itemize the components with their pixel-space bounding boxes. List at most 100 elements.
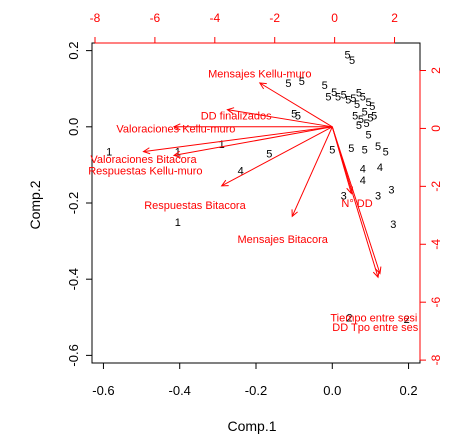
y-tick-label: 0.2 [66, 42, 81, 60]
loading-arrowhead [172, 123, 181, 131]
loading-arrowhead [226, 107, 235, 115]
right-tick-label: 0 [429, 125, 443, 132]
loading-labels: Mensajes Kellu-muro DD finalizados Valorac… [88, 68, 419, 333]
x-tick-label: 0.2 [400, 383, 418, 398]
observation-point: 4 [360, 164, 366, 176]
loading-arrowhead [258, 82, 267, 90]
observation-point: 5 [375, 141, 381, 153]
top-tick-label: 2 [391, 11, 398, 25]
loading-arrow [227, 109, 333, 128]
observation-point: 5 [371, 110, 377, 122]
top-tick-label: -8 [90, 11, 101, 25]
loading-arrowhead [374, 266, 382, 275]
loading-arrowhead [172, 150, 181, 158]
loading-arrow [173, 126, 333, 156]
x-axis-title: Comp.1 [227, 418, 276, 434]
top-tick-label: -6 [150, 11, 161, 25]
observation-point: 5 [266, 148, 272, 160]
observation-point: 2 [346, 312, 352, 324]
loading-label: Mensajes Kellu-muro [208, 68, 311, 80]
observation-point: 1 [106, 147, 112, 159]
observation-point: 5 [354, 99, 360, 111]
y-axis-left: -0.6 -0.4 -0.2 0.0 0.2 [66, 42, 92, 367]
observation-point: 5 [364, 118, 370, 130]
loading-arrow [331, 126, 381, 274]
observation-point: 2 [404, 314, 410, 326]
observation-point: 3 [375, 190, 381, 202]
right-tick-label: 2 [429, 67, 443, 74]
right-tick-label: -8 [429, 354, 443, 365]
y-axis-right: -8 -6 -4 -2 0 2 [419, 67, 443, 365]
observation-point: 5 [325, 91, 331, 103]
observation-point: 3 [341, 190, 347, 202]
loading-arrows [142, 82, 382, 279]
observation-point: 3 [388, 185, 394, 197]
observation-point: 5 [329, 145, 335, 157]
observation-point: 5 [322, 80, 328, 92]
right-tick-label: -2 [429, 181, 443, 192]
observation-point: 5 [348, 143, 354, 155]
loading-label: Respuestas Kellu-muro [88, 166, 202, 178]
right-tick-label: -6 [429, 297, 443, 308]
observation-point: 5 [331, 87, 337, 99]
x-tick-label: -0.6 [92, 383, 114, 398]
top-tick-label: -4 [209, 11, 220, 25]
observation-point: 5 [383, 147, 389, 159]
observation-point: 5 [345, 94, 351, 106]
observation-point: 5 [299, 76, 305, 88]
top-tick-label: -2 [269, 11, 280, 25]
loading-arrow [291, 126, 333, 217]
observation-point: 5 [352, 110, 358, 122]
right-tick-label: -4 [429, 239, 443, 250]
y-axis-title: Comp.2 [27, 180, 43, 229]
observation-point: 5 [350, 93, 356, 105]
y-tick-label: -0.6 [66, 344, 81, 366]
observation-point: 5 [365, 129, 371, 141]
observation-point: 5 [360, 91, 366, 103]
observation-point: 5 [356, 88, 362, 100]
x-tick-label: -0.2 [245, 383, 267, 398]
loading-arrow [143, 126, 333, 153]
observation-point: 5 [341, 89, 347, 101]
loading-label: Respuestas Bitacora [144, 200, 246, 212]
y-tick-label: -0.4 [66, 268, 81, 290]
loading-label: DD Tpo entre ses [332, 322, 419, 334]
observation-point: 5 [365, 97, 371, 109]
x-tick-label: -0.4 [169, 383, 191, 398]
observation-point: 1 [175, 217, 181, 229]
loading-arrow [221, 126, 333, 187]
loading-label: Mensajes Bitacora [237, 234, 328, 246]
observation-point: 5 [295, 110, 301, 122]
observation-point: 5 [335, 91, 341, 103]
observation-point: 4 [238, 166, 244, 178]
loading-label: Valoraciones Kellu-muro [116, 124, 235, 136]
observation-point: 5 [369, 101, 375, 113]
y-tick-label: -0.2 [66, 192, 81, 214]
loading-label: Valoraciones Bitacora [90, 154, 197, 166]
loading-label: DD finalizados [201, 110, 272, 122]
loading-arrowhead [291, 209, 298, 218]
observation-point: 5 [285, 78, 291, 90]
top-tick-label: 0 [331, 11, 338, 25]
observation-point: 5 [356, 120, 362, 132]
observation-point: 4 [360, 175, 366, 187]
observation-point: 4 [377, 162, 383, 174]
loading-arrow [259, 82, 333, 128]
observation-point: 5 [362, 107, 368, 119]
x-axis-top: -8 -6 -4 -2 0 2 [90, 11, 398, 44]
observation-point: 5 [362, 145, 368, 157]
observation-point: 5 [367, 112, 373, 124]
x-axis-bottom: -0.6 -0.4 -0.2 0.0 0.2 [92, 363, 418, 398]
observation-point: 5 [358, 114, 364, 126]
observation-point: 5 [291, 108, 297, 120]
observation-point: 3 [390, 219, 396, 231]
x-tick-label: 0.0 [323, 383, 341, 398]
y-tick-label: 0.0 [66, 118, 81, 136]
loading-label: Tiempo entre sesi [330, 312, 417, 324]
loading-label: N° DD [341, 198, 372, 210]
observation-point: 5 [344, 49, 350, 61]
loading-arrowhead [142, 147, 151, 155]
observation-point: 1 [219, 139, 225, 151]
